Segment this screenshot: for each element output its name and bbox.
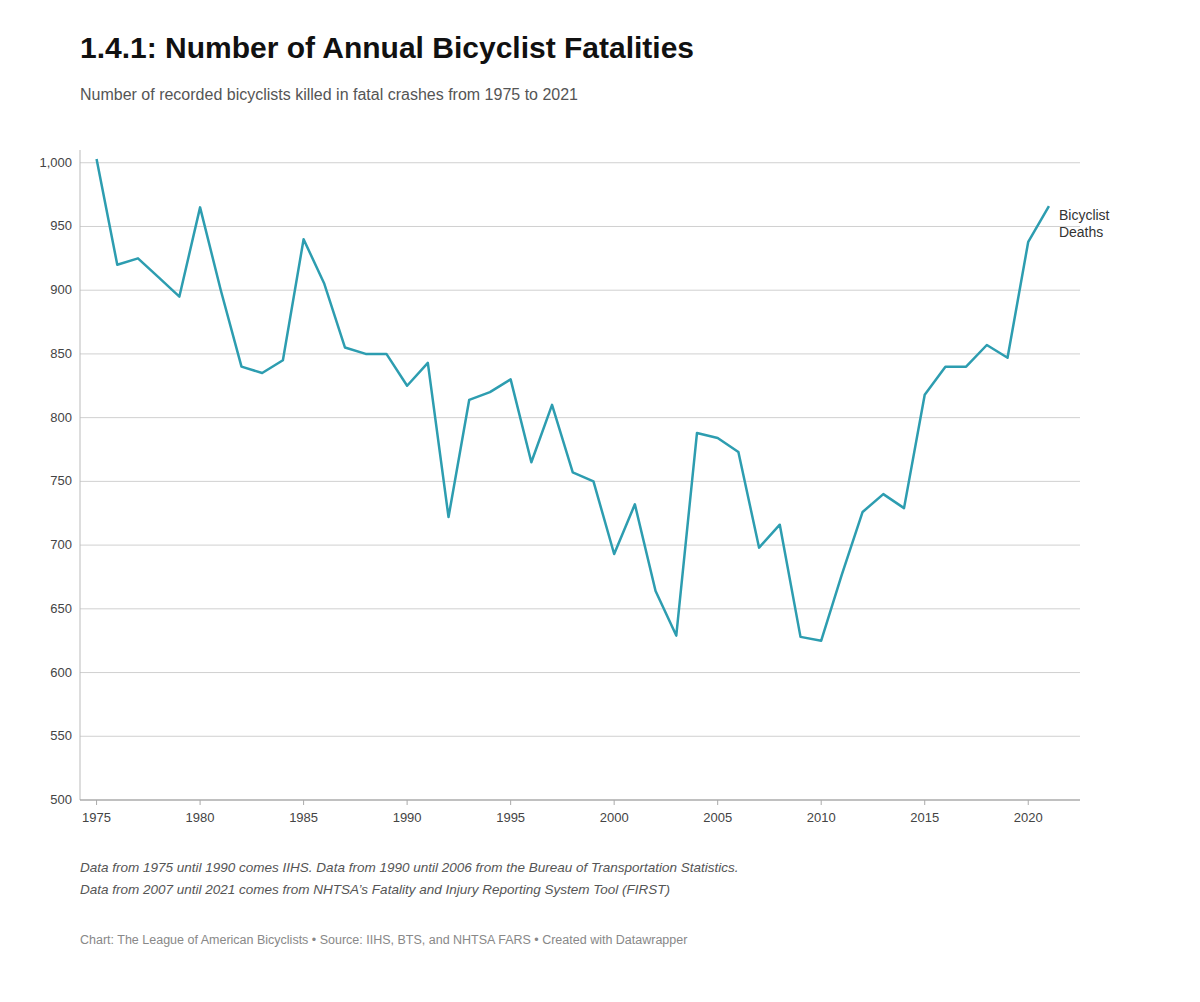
y-tick-label: 950 [50, 218, 72, 233]
series-label-line: Bicyclist [1059, 207, 1110, 223]
y-tick-label: 1,000 [39, 155, 72, 170]
y-axis-line [80, 150, 81, 800]
x-tick [303, 800, 304, 805]
x-tick-label: 2020 [1014, 810, 1043, 825]
x-tick [821, 800, 822, 805]
x-tick [924, 800, 925, 805]
y-tick-label: 600 [50, 665, 72, 680]
y-tick-label: 900 [50, 282, 72, 297]
background [0, 0, 1200, 1002]
line [97, 159, 1049, 641]
grid-line [80, 736, 1080, 737]
footnote: Data from 1975 until 1990 comes IIHS. Da… [80, 860, 739, 875]
series-label-line: Deaths [1059, 224, 1103, 240]
x-tick [96, 800, 97, 805]
x-tick [1028, 800, 1029, 805]
y-tick-label: 550 [50, 728, 72, 743]
grid-line [80, 608, 1080, 609]
y-tick-label: 700 [50, 537, 72, 552]
x-tick-label: 1995 [496, 810, 525, 825]
title: 1.4.1: Number of Annual Bicyclist Fatali… [80, 31, 694, 64]
x-tick-label: 1990 [393, 810, 422, 825]
series-label: BicyclistDeaths [1059, 207, 1110, 240]
subtitle: Number of recorded bicyclists killed in … [80, 86, 578, 103]
x-tick [200, 800, 201, 805]
plot-area [97, 159, 1049, 641]
x-tick-label: 2010 [807, 810, 836, 825]
y-tick-label: 750 [50, 473, 72, 488]
y-tick-label: 850 [50, 346, 72, 361]
y-tick-label: 800 [50, 410, 72, 425]
x-tick [717, 800, 718, 805]
x-axis-line [80, 800, 1080, 801]
grid-line [80, 545, 1080, 546]
x-tick [614, 800, 615, 805]
footnote: Data from 2007 until 2021 comes from NHT… [80, 882, 670, 897]
x-tick-label: 2005 [703, 810, 732, 825]
grid-line [80, 353, 1080, 354]
grid-line [80, 417, 1080, 418]
source: Chart: The League of American Bicyclists… [80, 933, 687, 947]
y-tick-label: 500 [50, 792, 72, 807]
grid-line [80, 481, 1080, 482]
chart: 1.4.1: Number of Annual Bicyclist Fatali… [0, 0, 1200, 1002]
x-tick-label: 1980 [186, 810, 215, 825]
x-tick [510, 800, 511, 805]
grid-line [80, 672, 1080, 673]
x-tick-label: 2015 [910, 810, 939, 825]
x-tick-label: 2000 [600, 810, 629, 825]
grid-line [80, 162, 1080, 163]
x-tick-label: 1985 [289, 810, 318, 825]
y-tick-label: 650 [50, 601, 72, 616]
grid-line [80, 290, 1080, 291]
x-tick-label: 1975 [82, 810, 111, 825]
grid [80, 163, 1080, 800]
grid-line [80, 800, 1080, 801]
grid-line [80, 226, 1080, 227]
x-tick [407, 800, 408, 805]
